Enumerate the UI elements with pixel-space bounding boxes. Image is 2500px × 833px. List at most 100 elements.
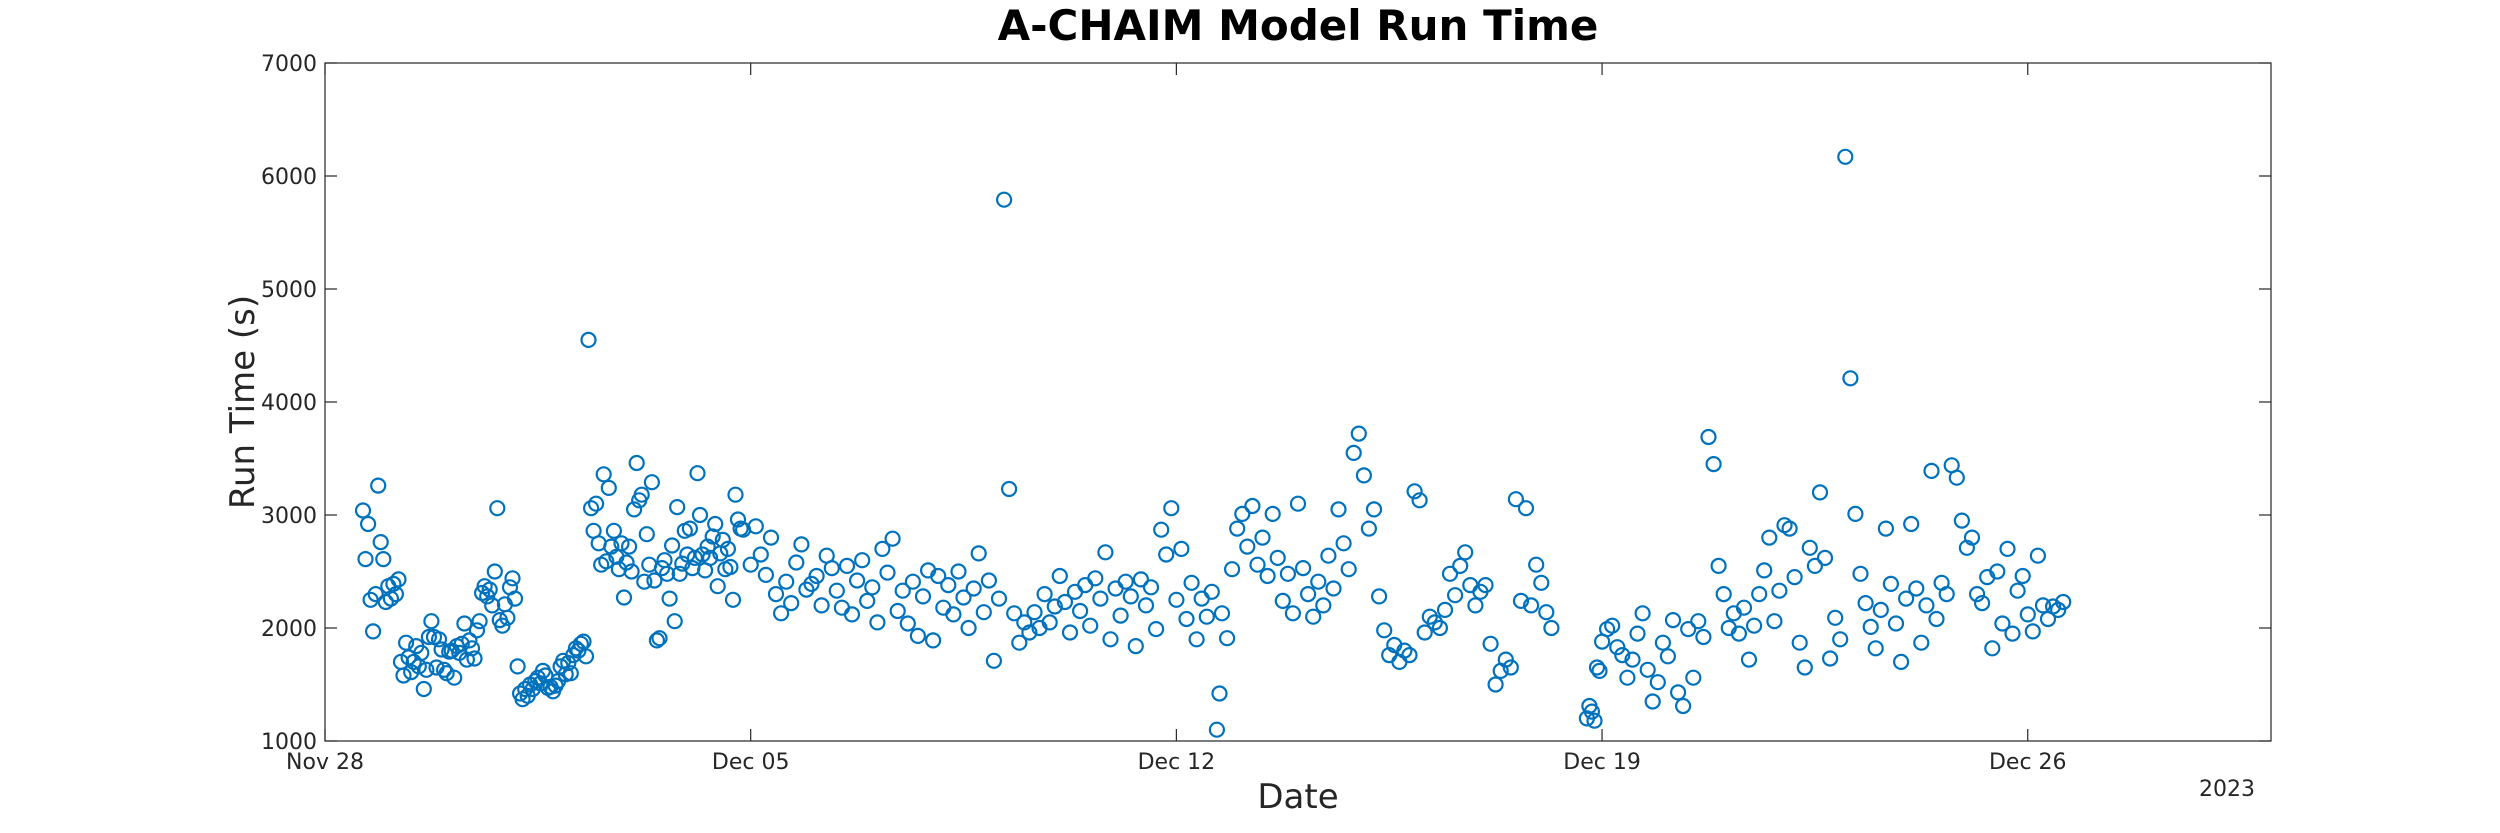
data-point: [1634, 605, 1651, 622]
data-point: [517, 680, 534, 698]
data-point: [1740, 651, 1758, 668]
data-point: [1872, 601, 1889, 619]
data-point: [2024, 623, 2041, 640]
data-point: [1446, 587, 1464, 604]
data-point: [430, 631, 448, 648]
data-point: [1350, 425, 1367, 442]
x-axis-label: Date: [1257, 777, 1338, 817]
data-point: [1583, 703, 1601, 720]
data-point: [1847, 505, 1864, 523]
data-point: [618, 554, 635, 571]
data-point: [1766, 613, 1783, 630]
data-point: [1938, 585, 1955, 603]
data-point: [365, 623, 382, 640]
data-point: [625, 501, 643, 518]
data-point: [1842, 370, 1859, 387]
data-point: [1259, 567, 1276, 585]
data-point: [479, 588, 496, 605]
data-point: [1477, 576, 1494, 594]
data-point: [643, 474, 661, 491]
data-point: [1203, 583, 1220, 600]
data-point: [1092, 590, 1109, 607]
data-point: [1680, 620, 1697, 638]
data-point: [980, 572, 998, 589]
x-tick-label: Dec 12: [1138, 750, 1216, 775]
data-point: [1502, 659, 1519, 676]
data-point: [1340, 561, 1357, 578]
data-point: [433, 641, 450, 658]
data-point: [1669, 684, 1687, 701]
data-point: [390, 571, 407, 588]
x-tick-label: Dec 26: [1989, 750, 2067, 775]
data-point: [1132, 571, 1150, 588]
x-tick-label: Dec 05: [712, 750, 790, 775]
data-point: [719, 540, 737, 558]
data-point: [1918, 597, 1935, 614]
data-point: [1832, 631, 1849, 648]
data-point: [1325, 580, 1342, 597]
data-point: [1122, 588, 1139, 605]
data-point: [1690, 613, 1707, 630]
data-point: [1664, 611, 1682, 629]
data-point: [387, 585, 404, 603]
data-point: [1137, 597, 1155, 614]
data-point: [1107, 580, 1124, 597]
data-point: [1482, 635, 1499, 652]
data-point: [2055, 593, 2072, 611]
data-point: [1522, 597, 1540, 614]
data-point: [1239, 538, 1256, 555]
data-points: [354, 148, 2072, 738]
data-point: [1710, 557, 1727, 575]
data-point: [628, 454, 645, 472]
data-point: [663, 537, 681, 554]
data-point: [1102, 631, 1119, 648]
data-point: [1614, 646, 1631, 664]
data-point: [1046, 598, 1063, 615]
data-point: [456, 615, 473, 632]
data-point: [990, 590, 1008, 607]
data-point: [1913, 634, 1930, 651]
data-point: [489, 500, 506, 517]
data-point: [1229, 520, 1246, 537]
data-point: [709, 578, 726, 595]
data-point: [1249, 556, 1266, 573]
data-point: [1887, 615, 1905, 632]
data-point: [762, 529, 780, 546]
data-point: [752, 546, 769, 563]
data-point: [375, 550, 392, 568]
data-point: [1968, 585, 1986, 603]
y-tick-label: 7000: [261, 52, 317, 77]
data-point: [681, 520, 699, 537]
data-point: [1806, 557, 1824, 575]
data-point: [965, 580, 982, 597]
data-point: [1745, 617, 1763, 634]
data-point: [1173, 540, 1190, 558]
data-point: [1604, 617, 1621, 634]
data-point: [1163, 500, 1180, 517]
data-point: [661, 590, 678, 607]
data-point: [504, 570, 521, 587]
data-point: [838, 557, 856, 575]
data-point: [1416, 624, 1433, 641]
data-point: [1953, 512, 1971, 529]
data-point: [1158, 546, 1175, 563]
data-point: [833, 599, 851, 616]
data-point: [701, 549, 719, 567]
data-point: [1097, 544, 1114, 561]
data-point: [613, 535, 630, 552]
data-point: [727, 486, 744, 503]
data-point: [960, 619, 977, 637]
data-point: [1365, 501, 1383, 518]
data-point: [1269, 549, 1286, 567]
data-point: [848, 572, 866, 589]
data-point: [1629, 625, 1646, 642]
data-point: [1345, 444, 1362, 461]
data-point: [656, 552, 673, 569]
data-point: [803, 575, 820, 593]
data-point: [582, 500, 600, 517]
data-point: [2009, 582, 2026, 599]
data-point: [1026, 604, 1043, 621]
data-point: [499, 609, 516, 626]
data-point: [587, 495, 605, 512]
